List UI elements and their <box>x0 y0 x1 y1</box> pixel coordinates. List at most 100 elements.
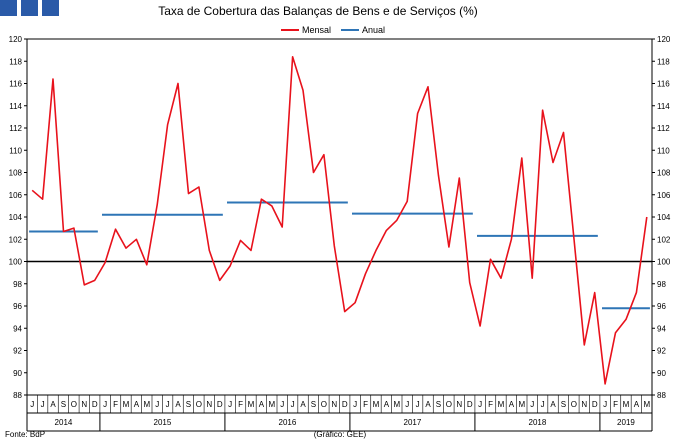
y-tick-label-right: 116 <box>657 80 670 89</box>
y-tick-label-right: 92 <box>657 347 666 356</box>
month-label: J <box>478 400 482 409</box>
y-tick-label-right: 114 <box>657 102 670 111</box>
month-label: N <box>456 400 462 409</box>
month-label: M <box>518 400 525 409</box>
month-label: D <box>92 400 98 409</box>
plot-frame <box>26 38 653 396</box>
month-label: S <box>436 400 441 409</box>
month-label: A <box>175 400 181 409</box>
month-label: J <box>416 400 420 409</box>
month-label: J <box>30 400 34 409</box>
y-tick-label-left: 120 <box>9 35 23 44</box>
y-tick-label-right: 106 <box>657 191 671 200</box>
month-label: M <box>643 400 650 409</box>
month-label: D <box>342 400 348 409</box>
month-label: N <box>581 400 587 409</box>
month-label: J <box>41 400 45 409</box>
month-label: S <box>311 400 316 409</box>
y-tick-label-left: 98 <box>13 280 22 289</box>
y-tick-label-right: 94 <box>657 324 666 333</box>
month-label: M <box>268 400 275 409</box>
month-label: A <box>550 400 556 409</box>
y-tick-label-left: 106 <box>9 191 23 200</box>
month-label: A <box>425 400 431 409</box>
y-tick-label-left: 88 <box>13 391 22 400</box>
month-label: A <box>300 400 306 409</box>
logo-block <box>42 0 59 16</box>
y-tick-label-left: 116 <box>9 80 22 89</box>
y-tick-label-right: 110 <box>657 146 670 155</box>
month-label: J <box>280 400 284 409</box>
month-label: D <box>217 400 223 409</box>
month-label: N <box>331 400 337 409</box>
y-tick-label-left: 92 <box>13 347 22 356</box>
logo-blocks <box>0 0 59 16</box>
y-tick-label-left: 102 <box>9 235 23 244</box>
y-tick-label-right: 90 <box>657 369 666 378</box>
y-tick-label-left: 110 <box>9 146 22 155</box>
source-note: Fonte: BdP <box>5 430 45 439</box>
month-label: J <box>353 400 357 409</box>
month-label: F <box>238 400 243 409</box>
month-label: A <box>384 400 390 409</box>
y-tick-label-right: 108 <box>657 169 671 178</box>
month-label: A <box>50 400 56 409</box>
month-label: O <box>446 400 452 409</box>
y-tick-label-right: 88 <box>657 391 666 400</box>
month-label: A <box>634 400 640 409</box>
month-label: A <box>134 400 140 409</box>
y-tick-label-right: 98 <box>657 280 666 289</box>
year-label: 2014 <box>55 418 73 427</box>
month-label: O <box>71 400 77 409</box>
legend-label-anual: Anual <box>362 25 385 35</box>
year-label: 2019 <box>617 418 635 427</box>
y-tick-label-right: 118 <box>657 57 670 66</box>
month-label: O <box>321 400 327 409</box>
month-label: M <box>248 400 255 409</box>
month-label: D <box>467 400 473 409</box>
month-label: A <box>259 400 265 409</box>
y-tick-label-left: 108 <box>9 169 23 178</box>
month-label: J <box>166 400 170 409</box>
y-tick-label-right: 104 <box>657 213 671 222</box>
month-label: M <box>498 400 505 409</box>
y-tick-label-left: 118 <box>9 57 22 66</box>
y-tick-label-right: 100 <box>657 258 671 267</box>
legend: Mensal Anual <box>281 25 385 35</box>
month-label: M <box>393 400 400 409</box>
legend-label-mensal: Mensal <box>302 25 331 35</box>
year-label: 2017 <box>404 418 422 427</box>
month-label: M <box>373 400 380 409</box>
month-label: M <box>123 400 130 409</box>
year-label: 2018 <box>529 418 547 427</box>
y-axis-right: 88 90 92 94 96 98 100 102 104 106 108 110 112 114 116 1… <box>652 35 671 400</box>
y-tick-label-left: 112 <box>9 124 22 133</box>
chart-title: Taxa de Cobertura das Balanças de Bens e… <box>158 4 478 18</box>
y-tick-label-left: 90 <box>13 369 22 378</box>
month-label: J <box>103 400 107 409</box>
month-label: N <box>81 400 87 409</box>
month-label: F <box>363 400 368 409</box>
y-tick-label-left: 104 <box>9 213 23 222</box>
month-label: M <box>143 400 150 409</box>
month-label: S <box>186 400 191 409</box>
y-tick-label-right: 102 <box>657 235 671 244</box>
logo-block <box>0 0 17 16</box>
month-label: J <box>155 400 159 409</box>
y-tick-label-left: 94 <box>13 324 22 333</box>
y-axis-left: 88 90 92 94 96 98 100 102 104 106 108 110 112 114 116 1… <box>9 35 27 400</box>
month-label: J <box>530 400 534 409</box>
month-label: D <box>592 400 598 409</box>
month-label: S <box>561 400 566 409</box>
month-label: F <box>488 400 493 409</box>
plot-area <box>26 38 653 396</box>
y-tick-label-right: 120 <box>657 35 671 44</box>
month-label: J <box>291 400 295 409</box>
y-tick-label-right: 112 <box>657 124 670 133</box>
month-label: J <box>228 400 232 409</box>
y-tick-label-right: 96 <box>657 302 666 311</box>
monthly-series-line <box>31 55 648 385</box>
month-label: N <box>206 400 212 409</box>
year-label: 2015 <box>154 418 172 427</box>
y-tick-label-left: 96 <box>13 302 22 311</box>
